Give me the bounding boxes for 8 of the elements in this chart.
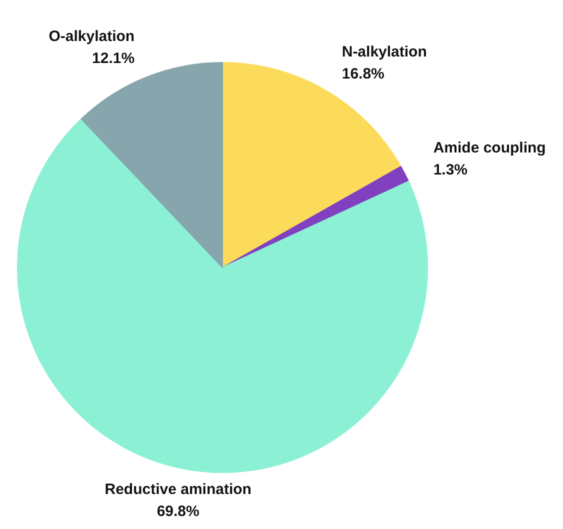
slice-label: Amide coupling [433,140,546,157]
slice-label: N-alkylation [342,43,427,60]
data-label: 69.8% [156,502,200,520]
data-label: 16.8% [342,65,384,82]
slice-label: O-alkylation [48,28,135,45]
data-label: 1.3% [433,162,468,179]
data-label: 12.1% [92,50,135,67]
slice-label: Reductive amination [104,480,252,498]
